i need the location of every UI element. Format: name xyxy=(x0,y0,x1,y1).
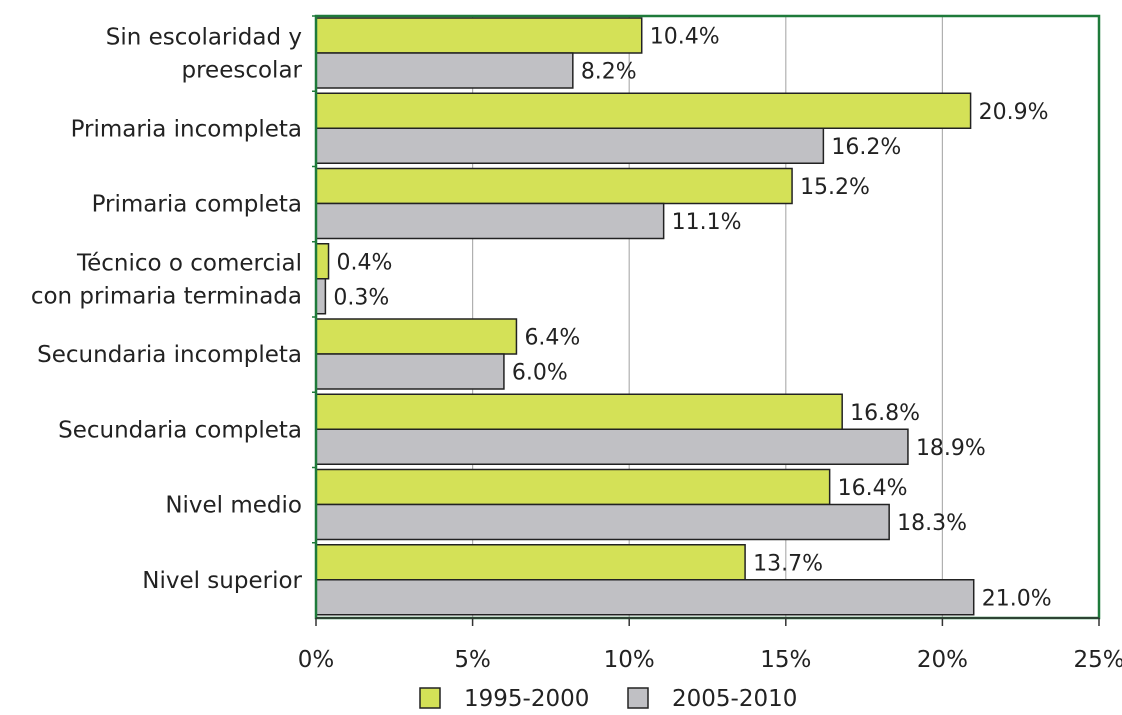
category-label: Nivel medio xyxy=(165,493,302,519)
value-label: 20.9% xyxy=(979,100,1049,125)
x-tick-label: 5% xyxy=(454,647,491,673)
bar-series2 xyxy=(315,127,825,164)
bar-series1 xyxy=(315,243,330,280)
legend-label: 1995-2000 xyxy=(464,686,589,712)
bar-series1 xyxy=(315,167,793,205)
bar-series1 xyxy=(315,544,746,581)
category-label: Sin escolaridad y xyxy=(106,25,302,51)
x-tick-label: 25% xyxy=(1073,647,1122,673)
value-labels: 10.4% 8.2% 20.9% 16.2% 15.2% 11.1% 0.4% 0.3% 6.4… xyxy=(333,25,1051,612)
legend-swatch xyxy=(627,687,649,709)
bar-series2 xyxy=(315,353,505,390)
bar-series1 xyxy=(315,17,643,54)
value-label: 16.8% xyxy=(850,401,920,426)
legend: 1995-2000 2005-2010 xyxy=(419,686,797,712)
x-tick-label: 0% xyxy=(298,647,335,673)
category-label: Secundaria completa xyxy=(58,417,302,443)
value-label: 0.4% xyxy=(337,250,393,275)
bar-series1 xyxy=(315,393,843,430)
bar-series1 xyxy=(315,468,831,506)
bar-series2 xyxy=(315,202,665,240)
legend-label: 2005-2010 xyxy=(672,686,797,712)
category-label: Primaria completa xyxy=(92,192,302,218)
bar-series2 xyxy=(315,278,327,315)
value-label: 6.4% xyxy=(524,326,580,351)
value-label: 0.3% xyxy=(333,285,389,310)
bar-series2 xyxy=(315,428,909,465)
value-label: 18.9% xyxy=(916,436,986,461)
legend-swatch xyxy=(419,687,441,709)
value-label: 11.1% xyxy=(672,210,742,235)
bar-series1 xyxy=(315,92,972,129)
category-label: Nivel superior xyxy=(142,568,302,594)
category-label: preescolar xyxy=(182,58,303,84)
value-label: 15.2% xyxy=(800,175,870,200)
value-label: 21.0% xyxy=(982,586,1052,611)
category-labels: Sin escolaridad y preescolar Primaria inco… xyxy=(31,25,303,594)
category-label: Secundaria incompleta xyxy=(37,342,302,368)
x-tick-label: 10% xyxy=(604,647,655,673)
category-label: con primaria terminada xyxy=(31,283,302,309)
bars xyxy=(315,17,975,616)
bar-series2 xyxy=(315,52,574,89)
value-label: 10.4% xyxy=(650,25,720,50)
value-label: 16.4% xyxy=(838,476,908,501)
value-label: 18.3% xyxy=(897,511,967,536)
value-label: 13.7% xyxy=(753,551,823,576)
x-tick-label: 15% xyxy=(760,647,811,673)
value-label: 8.2% xyxy=(581,60,637,85)
value-label: 16.2% xyxy=(831,135,901,160)
category-label: Técnico o comercial xyxy=(76,250,302,276)
x-tick-label: 20% xyxy=(917,647,968,673)
category-label: Primaria incompleta xyxy=(71,116,302,142)
x-axis: 0% 5% 10% 15% 20% 25% xyxy=(298,617,1122,673)
bar-series2 xyxy=(315,579,975,616)
bar-series1 xyxy=(315,318,518,355)
value-label: 6.0% xyxy=(512,361,568,386)
bar-series2 xyxy=(315,503,890,541)
